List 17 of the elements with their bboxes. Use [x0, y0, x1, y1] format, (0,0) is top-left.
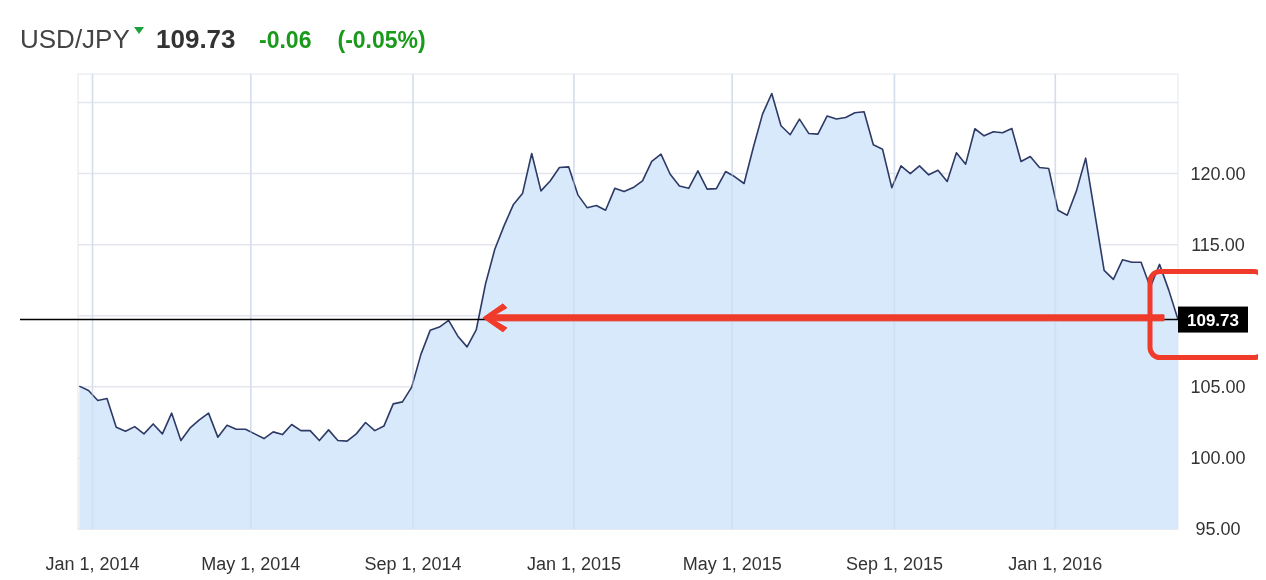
text: 109.73: [156, 24, 236, 54]
y-tick-label: 95.00: [1195, 519, 1241, 540]
x-tick-label: Jan 1, 2015: [526, 554, 621, 574]
text: -0.06: [259, 27, 312, 53]
text: (-0.05%): [337, 27, 426, 53]
x-tick-label: Jan 1, 2014: [45, 554, 140, 574]
x-tick-label: Sep 1, 2015: [845, 554, 943, 574]
chart-title: USD/JPY: [20, 24, 130, 54]
x-tick-label: May 1, 2014: [201, 554, 301, 574]
y-tick-label: 105.00: [1190, 377, 1246, 398]
y-tick-label: 100.00: [1190, 448, 1246, 469]
y-tick-label: 115.00: [1191, 234, 1245, 255]
x-tick-label: Sep 1, 2014: [364, 554, 462, 574]
y-tick-label: 120.00: [1190, 163, 1246, 184]
ref-line-label: 109.73: [1187, 310, 1239, 330]
x-tick-label: Jan 1, 2016: [1008, 554, 1103, 574]
x-tick-label: May 1, 2015: [682, 554, 782, 574]
